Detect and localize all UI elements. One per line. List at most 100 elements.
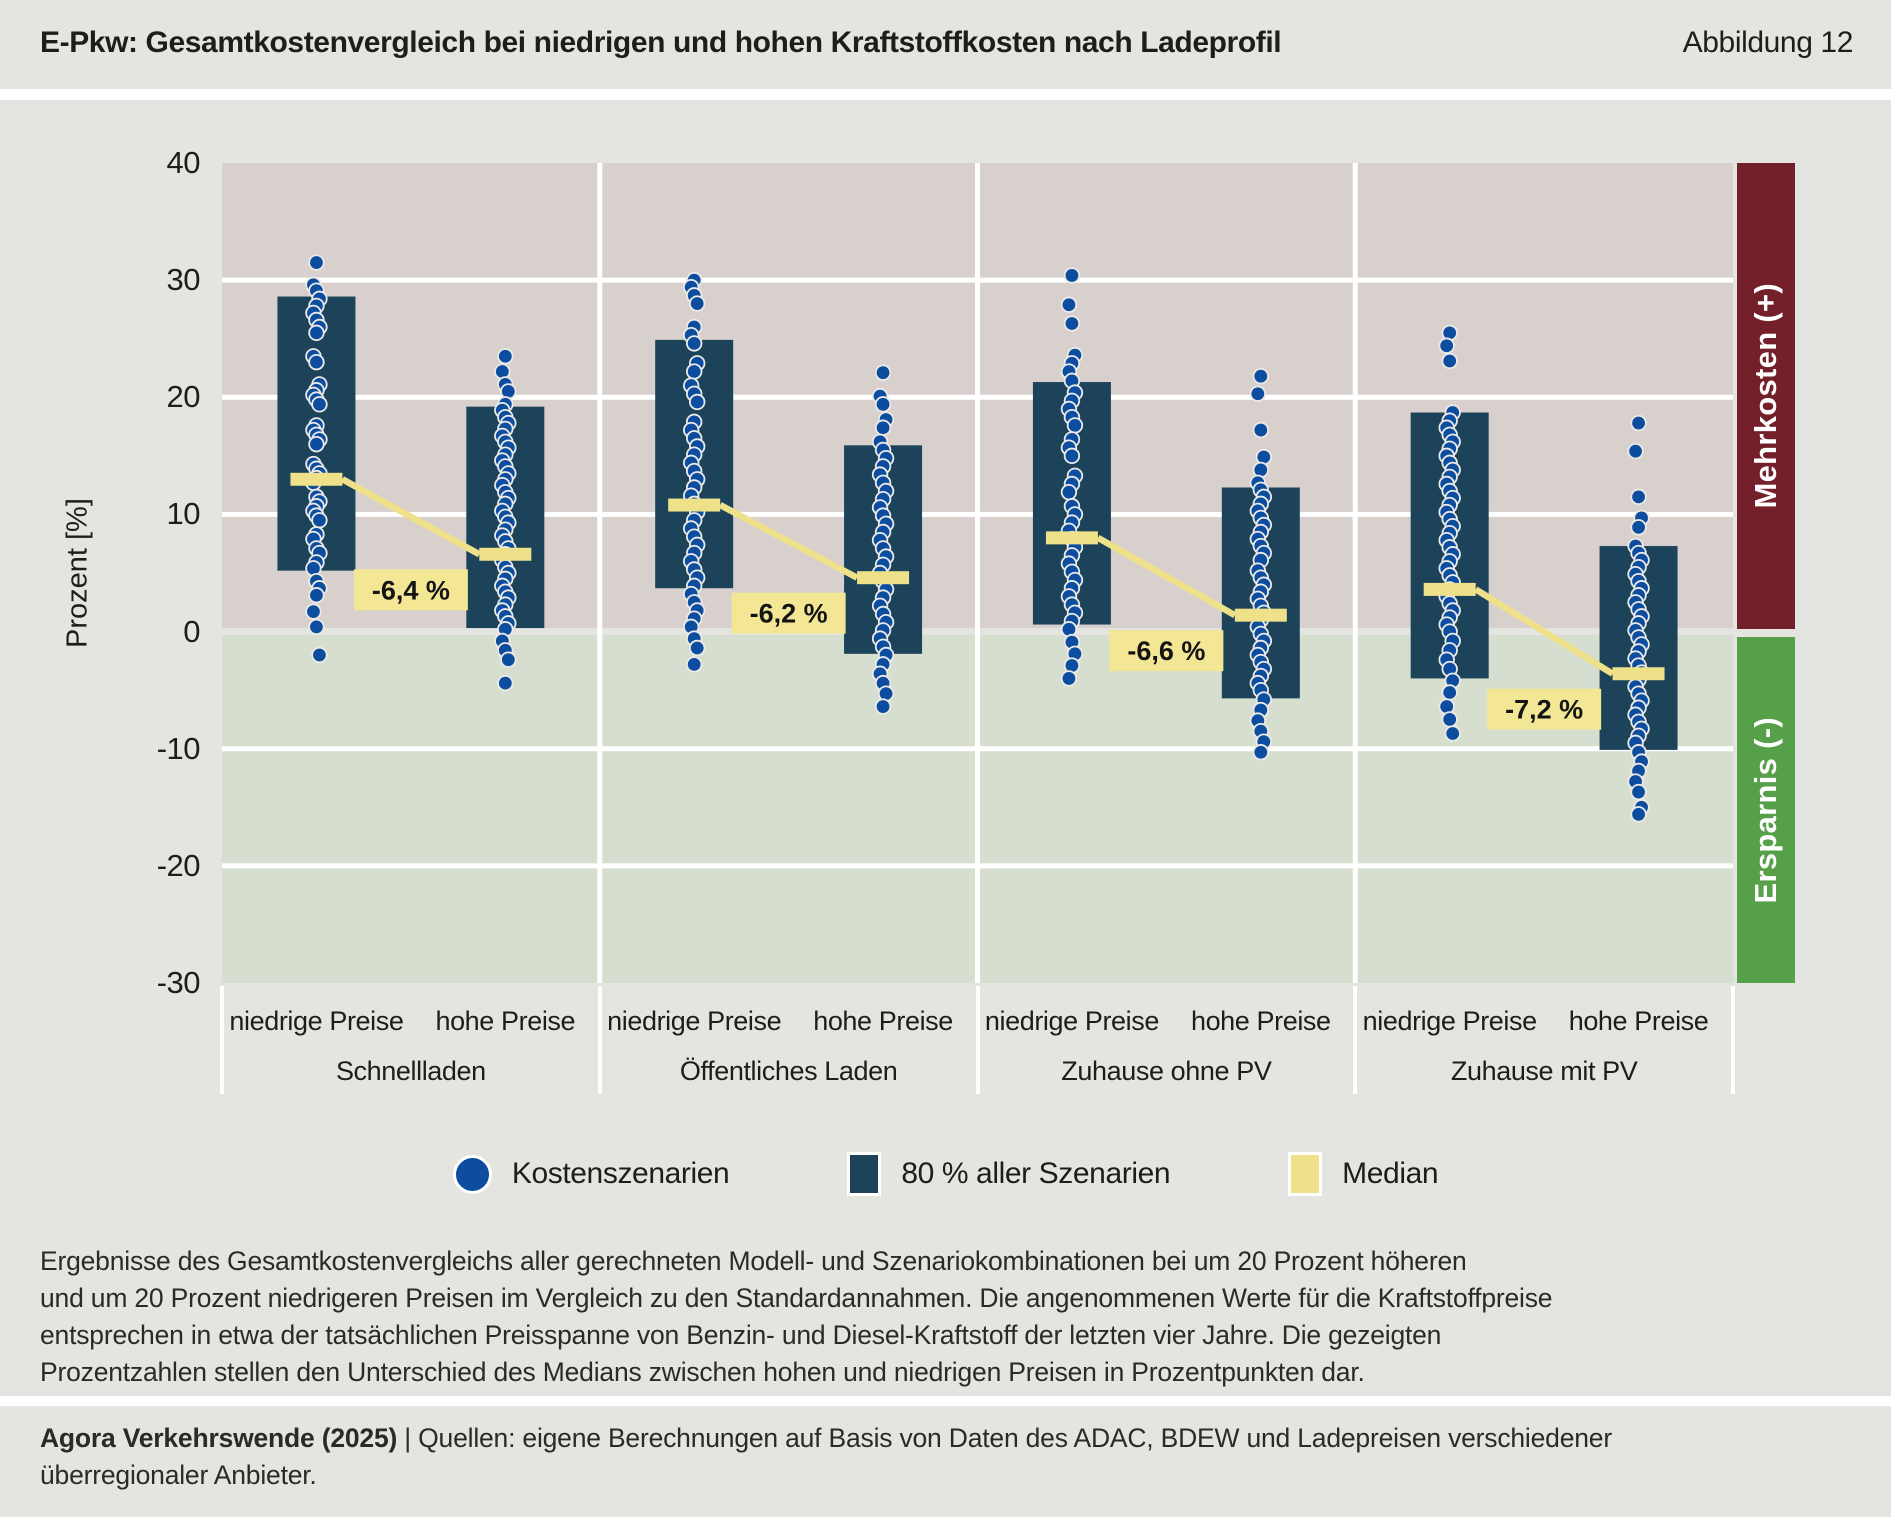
y-axis-title: Prozent [%] xyxy=(61,498,94,648)
scenario-dot xyxy=(1252,421,1270,439)
source-publisher: Agora Verkehrswende (2025) xyxy=(40,1423,398,1453)
scenario-dot xyxy=(874,698,892,715)
extra-cost-band: Mehrkosten (+) xyxy=(1737,163,1795,629)
scenario-dot xyxy=(1630,414,1647,432)
scenario-dot xyxy=(1444,725,1461,742)
scenario-dot xyxy=(685,335,703,352)
percentile-band-icon xyxy=(847,1152,882,1196)
header-divider xyxy=(0,89,1891,100)
scenario-dot xyxy=(497,674,514,692)
price-label-low: niedrige Preise xyxy=(1362,1006,1538,1036)
scenario-dot xyxy=(874,419,892,436)
source-line: Agora Verkehrswende (2025) | Quellen: ei… xyxy=(40,1420,1855,1494)
scenario-dot xyxy=(305,603,322,620)
source-text: | Quellen: eigene Berechnungen auf Basis… xyxy=(397,1423,1612,1453)
scenario-dot xyxy=(1441,684,1458,701)
price-label-high: hohe Preise xyxy=(1190,1006,1331,1036)
group-separator xyxy=(597,163,603,983)
median-connector xyxy=(718,502,859,581)
median-diff-label: -6,4 % xyxy=(372,575,450,605)
axis-separator xyxy=(975,986,980,1094)
axis-separator xyxy=(597,986,602,1094)
axis-separator xyxy=(1731,986,1735,1094)
scenario-dot xyxy=(1249,385,1267,402)
scenario-dot xyxy=(500,651,517,668)
legend-item-scenarios: Kostenszenarien xyxy=(452,1154,730,1194)
scenario-dot xyxy=(1060,670,1078,687)
median-connector xyxy=(1096,535,1237,619)
median-icon xyxy=(1288,1152,1323,1196)
scenario-dot xyxy=(685,656,703,673)
legend-item-80pct: 80 % aller Szenarien xyxy=(847,1152,1171,1196)
axis-separator xyxy=(1353,986,1358,1094)
y-tick-label: 10 xyxy=(166,496,201,532)
y-tick-label: -30 xyxy=(156,965,201,1000)
source-text-line2: überregionaler Anbieter. xyxy=(40,1460,317,1490)
scenario-dot xyxy=(685,363,703,380)
price-label-high: hohe Preise xyxy=(813,1006,953,1036)
y-tick-label: -10 xyxy=(156,730,201,766)
scenario-dot xyxy=(311,396,328,413)
median-marker xyxy=(479,547,532,561)
median-marker xyxy=(1234,608,1287,622)
y-tick-label: 20 xyxy=(166,379,201,415)
legend-label-80pct: 80 % aller Szenarien xyxy=(901,1157,1171,1190)
scenario-dot xyxy=(1441,352,1458,370)
scenario-dot xyxy=(874,396,892,413)
scenario-dot xyxy=(308,435,325,453)
scenario-dot xyxy=(308,618,325,636)
scenario-dot xyxy=(688,295,706,312)
median-marker xyxy=(290,472,343,486)
median-marker xyxy=(857,571,910,585)
group-separator xyxy=(975,163,980,983)
scenario-dot xyxy=(1063,447,1081,465)
median-marker xyxy=(1612,667,1665,681)
scenario-dot xyxy=(1630,783,1647,801)
scenario-dot xyxy=(308,254,325,271)
median-marker xyxy=(1045,531,1098,545)
scenario-dot xyxy=(1060,296,1078,313)
scenario-dot xyxy=(1063,315,1081,332)
scenario-dot xyxy=(1630,488,1647,506)
scenario-dot xyxy=(874,364,892,381)
price-label-low: niedrige Preise xyxy=(607,1006,782,1036)
scenario-dot xyxy=(1252,744,1270,761)
scenario-dot-icon xyxy=(452,1154,492,1194)
price-label-high: hohe Preise xyxy=(435,1006,576,1036)
scenario-dot xyxy=(1438,337,1455,354)
savings-band: Ersparnis (-) xyxy=(1737,637,1795,983)
scenario-dot xyxy=(308,324,325,342)
scenario-dot xyxy=(1063,267,1081,284)
chart-title: E-Pkw: Gesamtkostenvergleich bei niedrig… xyxy=(40,26,1282,59)
scenario-dot xyxy=(1441,711,1458,728)
chart-canvas: -6,4 % -6,2 % -6,6 % -7,2 % xyxy=(222,163,1733,983)
scenario-dot xyxy=(311,646,328,664)
scenario-dot xyxy=(1252,367,1270,385)
header: E-Pkw: Gesamtkostenvergleich bei niedrig… xyxy=(0,0,1891,88)
price-label-high: hohe Preise xyxy=(1568,1006,1709,1036)
group-label: Zuhause ohne PV xyxy=(1061,1056,1272,1086)
scenario-dot xyxy=(497,348,514,365)
y-tick-label: 30 xyxy=(166,262,201,298)
scenario-dot xyxy=(308,587,325,604)
y-tick-label: -20 xyxy=(156,847,201,883)
median-diff-label: -6,2 % xyxy=(750,599,828,629)
figure-number-label: Abbildung 12 xyxy=(1682,26,1854,59)
scenario-dot xyxy=(311,512,328,529)
scenario-dot xyxy=(1630,806,1647,823)
price-label-low: niedrige Preise xyxy=(229,1006,404,1036)
scenario-dot xyxy=(1627,442,1644,460)
scenario-dot xyxy=(308,353,325,371)
group-separator xyxy=(1352,163,1358,983)
scenario-dot xyxy=(1060,483,1078,501)
scenario-dot xyxy=(688,639,706,657)
extra-cost-band-label: Mehrkosten (+) xyxy=(1748,283,1783,509)
group-label: Öffentliches Laden xyxy=(679,1056,898,1086)
plot-area: -6,4 % -6,2 % -6,6 % -7,2 % xyxy=(222,163,1733,983)
legend-label-median: Median xyxy=(1342,1157,1439,1190)
median-diff-label: -7,2 % xyxy=(1505,695,1583,725)
scenario-dot xyxy=(1066,417,1084,434)
legend-item-median: Median xyxy=(1288,1152,1439,1196)
price-label-low: niedrige Preise xyxy=(984,1006,1160,1036)
